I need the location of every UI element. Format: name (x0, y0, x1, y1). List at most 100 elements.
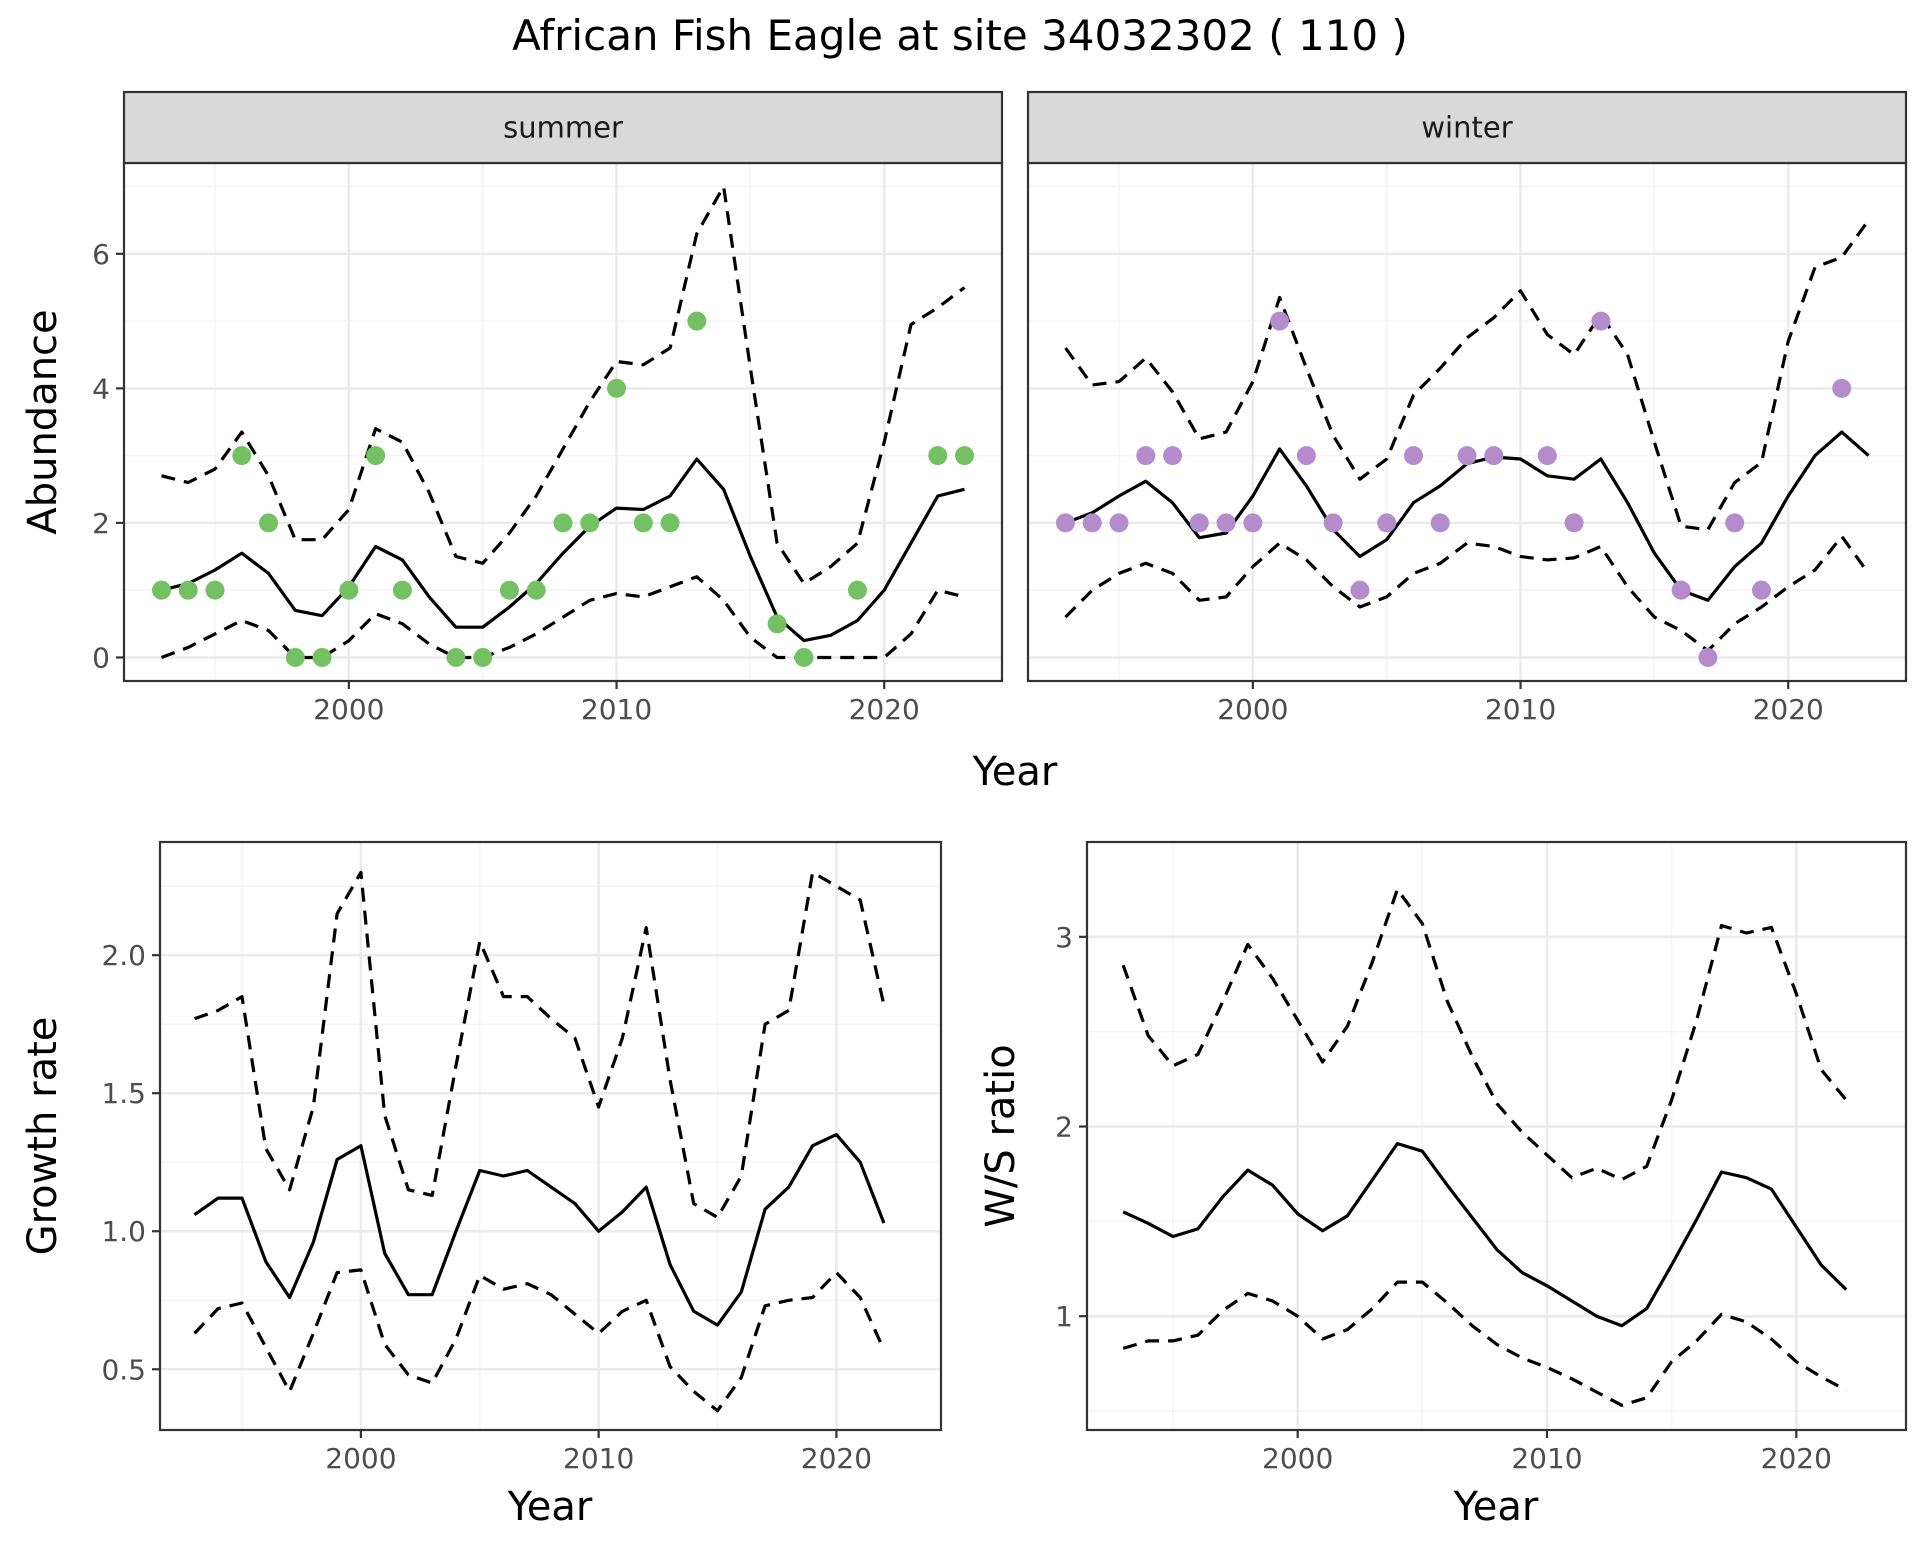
panel-winter: winter 2000 2010 2020 (1026, 90, 1908, 726)
data-point (1537, 446, 1557, 466)
x-tick-label: 2010 (1511, 1442, 1582, 1475)
y-tick-label: 3 (1055, 921, 1073, 954)
x-tick-label: 2000 (313, 693, 384, 726)
data-point (312, 647, 332, 667)
x-tick-label: 2020 (1761, 1442, 1832, 1475)
data-point (526, 580, 546, 600)
panel-summer: summer 2000 2010 2020 0 2 4 6 Abundance (20, 90, 1004, 726)
y-axis-title: Abundance (20, 309, 66, 534)
data-point (928, 446, 948, 466)
x-tick-label: 2010 (581, 693, 652, 726)
data-point (366, 446, 386, 466)
figure-title: African Fish Eagle at site 34032302 ( 11… (512, 11, 1408, 60)
data-point (633, 513, 653, 533)
data-point (1296, 446, 1316, 466)
x-tick-label: 2020 (1753, 693, 1824, 726)
data-point (580, 513, 600, 533)
data-point (1751, 580, 1771, 600)
x-tick-label: 2000 (1217, 693, 1288, 726)
x-tick-label: 2010 (1485, 693, 1556, 726)
x-axis-title: Year (507, 1484, 593, 1530)
data-point (1216, 513, 1236, 533)
data-point (660, 513, 680, 533)
data-point (687, 311, 707, 331)
y-axis-title: W/S ratio (978, 1044, 1024, 1227)
data-point (1243, 513, 1263, 533)
data-point (232, 446, 252, 466)
data-point (259, 513, 279, 533)
data-point (607, 378, 627, 398)
series-line-lower (160, 575, 965, 660)
series-line-upper (1121, 887, 1848, 1182)
x-tick-label: 2010 (563, 1442, 634, 1475)
data-point (285, 647, 305, 667)
data-point (205, 580, 225, 600)
data-point (473, 647, 493, 667)
data-point (1698, 647, 1718, 667)
y-tick-label: 2 (92, 507, 110, 540)
panel-growth-rate: 2000 2010 2020 0.5 1.0 1.5 2.0 Growth rate Year (20, 840, 943, 1530)
data-point (1484, 446, 1504, 466)
data-point (1109, 513, 1129, 533)
y-tick-label: 1.0 (101, 1215, 146, 1248)
y-tick-label: 1.5 (101, 1077, 146, 1110)
y-tick-label: 6 (92, 238, 110, 271)
data-point (955, 446, 975, 466)
data-point (1323, 513, 1343, 533)
data-point (1136, 446, 1156, 466)
panel-border (158, 840, 943, 1432)
data-point (1671, 580, 1691, 600)
x-tick-label: 2020 (849, 693, 920, 726)
y-tick-label: 2 (1055, 1111, 1073, 1144)
data-point (553, 513, 573, 533)
data-point (1350, 580, 1370, 600)
data-point (1430, 513, 1450, 533)
series-line-estimate (1122, 1142, 1848, 1328)
x-axis-title: Year (1453, 1484, 1539, 1530)
data-point (151, 580, 171, 600)
data-point (392, 580, 412, 600)
data-point (1725, 513, 1745, 533)
data-point (1270, 311, 1290, 331)
data-point (1591, 311, 1611, 331)
series-line-upper (161, 184, 966, 586)
series-line-estimate (161, 457, 965, 643)
y-tick-label: 4 (92, 372, 110, 405)
panel-ws-ratio: 2000 2010 2020 1 2 3 W/S ratio Year (978, 840, 1908, 1530)
y-tick-label: 2.0 (101, 939, 146, 972)
data-point (178, 580, 198, 600)
x-axis-title-top: Year (972, 749, 1058, 795)
y-tick-label: 0 (92, 641, 110, 674)
data-point (1564, 513, 1584, 533)
data-point (1055, 513, 1075, 533)
facet-strip (122, 90, 1004, 165)
data-point (767, 614, 787, 634)
facet-label: summer (503, 111, 623, 145)
panel-background (124, 163, 1002, 681)
data-point (847, 580, 867, 600)
facet-label: winter (1421, 111, 1512, 145)
panel-background (1028, 163, 1906, 681)
panel-background (1087, 842, 1906, 1430)
series-line-upper (193, 870, 886, 1219)
data-point (1082, 513, 1102, 533)
y-tick-label: 1 (1055, 1300, 1073, 1333)
data-point (499, 580, 519, 600)
y-axis-title: Growth rate (20, 1017, 66, 1256)
data-point (446, 647, 466, 667)
data-point (1377, 513, 1397, 533)
data-point (1163, 446, 1183, 466)
series-line-lower (1064, 534, 1870, 653)
y-tick-label: 0.5 (101, 1353, 146, 1386)
data-point (1457, 446, 1477, 466)
panel-border (1085, 840, 1908, 1432)
data-point (339, 580, 359, 600)
facet-strip (1026, 90, 1908, 165)
data-point (1189, 513, 1209, 533)
series-line-upper (1064, 219, 1870, 532)
x-tick-label: 2000 (325, 1442, 396, 1475)
panel-background (160, 842, 941, 1430)
x-tick-label: 2020 (801, 1442, 872, 1475)
x-tick-label: 2000 (1262, 1442, 1333, 1475)
